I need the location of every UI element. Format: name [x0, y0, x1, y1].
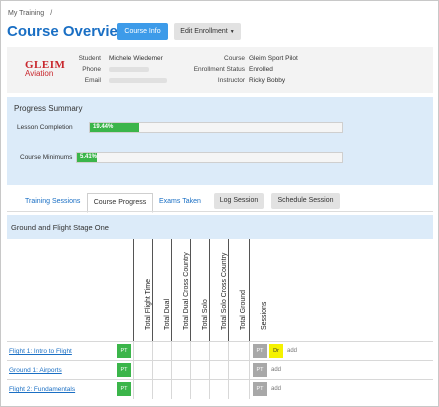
- instructor-value: Ricky Bobby: [249, 77, 286, 84]
- lesson-link[interactable]: Ground 1: Airports: [9, 367, 62, 374]
- enrollment-status-value: Enrolled: [249, 66, 273, 73]
- column-divider: [190, 380, 191, 399]
- column-divider: [190, 342, 191, 361]
- column-divider: [209, 342, 210, 361]
- student-value: Michele Wiedemer: [109, 55, 163, 62]
- stage-title: Ground and Flight Stage One: [11, 223, 109, 232]
- session-badge[interactable]: PT: [253, 363, 267, 377]
- lesson-completion-bar: 19.44%: [89, 122, 343, 133]
- add-session-link[interactable]: add: [271, 367, 282, 373]
- phone-label: Phone: [82, 66, 101, 73]
- gleim-aviation-logo: GLEIM Aviation: [25, 59, 65, 81]
- column-divider: [152, 380, 153, 399]
- log-session-button[interactable]: Log Session: [214, 193, 264, 209]
- course-minimums-bar: 5.41%: [76, 152, 343, 163]
- column-divider: [152, 361, 153, 380]
- column-divider: [171, 380, 172, 399]
- progress-summary-panel: Progress Summary Lesson Completion 19.44…: [7, 97, 433, 185]
- student-label: Student: [78, 55, 101, 62]
- column-divider: [249, 380, 250, 399]
- column-label: Total Flight Time: [145, 279, 152, 330]
- column-header-total-ground: Total Ground: [228, 239, 248, 341]
- column-header-total-flight-time: Total Flight Time: [133, 239, 153, 341]
- column-divider: [133, 380, 134, 399]
- tab-divider: [7, 211, 433, 212]
- column-header-sessions: Sessions: [249, 239, 280, 341]
- add-session-link[interactable]: add: [271, 386, 282, 392]
- status-badge: PT: [117, 344, 131, 358]
- lesson-completion-fill: 19.44%: [90, 123, 139, 132]
- lesson-link[interactable]: Flight 2: Fundamentals: [9, 386, 76, 393]
- course-minimums-label: Course Minimums: [20, 154, 73, 161]
- course-value: Gleim Sport Pilot: [249, 55, 298, 62]
- add-session-link[interactable]: add: [287, 348, 298, 354]
- course-info-button[interactable]: Course Info: [117, 23, 168, 40]
- column-divider: [209, 361, 210, 380]
- column-label: Total Solo: [202, 299, 209, 330]
- column-divider: [249, 361, 250, 380]
- column-label: Total Dual Cross Country: [183, 252, 190, 330]
- column-divider: [249, 342, 250, 361]
- lesson-completion-value: 19.44%: [93, 124, 114, 130]
- column-header-total-dual-cross-country: Total Dual Cross Country: [171, 239, 191, 341]
- instructor-label: Instructor: [217, 77, 245, 84]
- column-divider: [228, 342, 229, 361]
- session-badge-draft[interactable]: Dr: [269, 344, 283, 358]
- course-minimums-value: 5.41%: [80, 154, 98, 160]
- column-divider: [152, 342, 153, 361]
- tab-exams-taken[interactable]: Exams Taken: [159, 198, 201, 205]
- column-divider: [171, 342, 172, 361]
- column-divider: [133, 361, 134, 380]
- logo-text-aviation: Aviation: [25, 69, 54, 78]
- status-badge: PT: [117, 363, 131, 377]
- course-minimums-fill: 5.41%: [77, 153, 97, 162]
- column-divider: [228, 361, 229, 380]
- session-badge[interactable]: PT: [253, 382, 267, 396]
- status-badge: PT: [117, 382, 131, 396]
- breadcrumb-my-training[interactable]: My Training: [8, 10, 45, 17]
- column-divider: [228, 380, 229, 399]
- tab-training-sessions[interactable]: Training Sessions: [25, 198, 81, 205]
- column-label: Total Solo Cross Country: [221, 252, 228, 330]
- tab-course-progress[interactable]: Course Progress: [87, 193, 153, 213]
- phone-value: [109, 66, 149, 73]
- progress-summary-title: Progress Summary: [14, 104, 83, 113]
- enrollment-status-label: Enrollment Status: [193, 66, 245, 73]
- email-label: Email: [84, 77, 101, 84]
- column-divider: [133, 342, 134, 361]
- stage-header: Ground and Flight Stage One: [7, 215, 433, 239]
- column-header-total-dual: Total Dual: [152, 239, 172, 341]
- breadcrumb-separator: /: [50, 10, 53, 17]
- caret-down-icon: ▼: [229, 29, 235, 35]
- schedule-session-button[interactable]: Schedule Session: [271, 193, 340, 209]
- email-value: [109, 77, 167, 84]
- edit-enrollment-label: Edit Enrollment: [180, 28, 228, 35]
- column-label: Total Dual: [164, 298, 171, 330]
- table-row: Flight 1: Intro to Flight PT PT Dr add: [7, 341, 433, 361]
- column-divider: [190, 361, 191, 380]
- lesson-completion-label: Lesson Completion: [17, 124, 73, 131]
- table-row: Flight 2: Fundamentals PT PT add: [7, 379, 433, 399]
- column-label: Sessions: [261, 301, 268, 330]
- page-title: Course Overview: [7, 23, 130, 40]
- lesson-link[interactable]: Flight 1: Intro to Flight: [9, 348, 72, 355]
- logo-text-gleim: GLEIM: [25, 59, 66, 71]
- column-divider: [171, 361, 172, 380]
- column-label: Total Ground: [240, 289, 247, 330]
- column-header-total-solo: Total Solo: [190, 239, 210, 341]
- column-header-total-solo-cross-country: Total Solo Cross Country: [209, 239, 229, 341]
- breadcrumb: My Training /: [8, 10, 52, 17]
- column-divider: [209, 380, 210, 399]
- table-row: Ground 1: Airports PT PT add: [7, 360, 433, 380]
- edit-enrollment-button[interactable]: Edit Enrollment ▼: [174, 23, 241, 40]
- session-badge[interactable]: PT: [253, 344, 267, 358]
- enrollment-info-panel: GLEIM Aviation Student Michele Wiedemer …: [7, 47, 433, 93]
- course-label: Course: [224, 55, 245, 62]
